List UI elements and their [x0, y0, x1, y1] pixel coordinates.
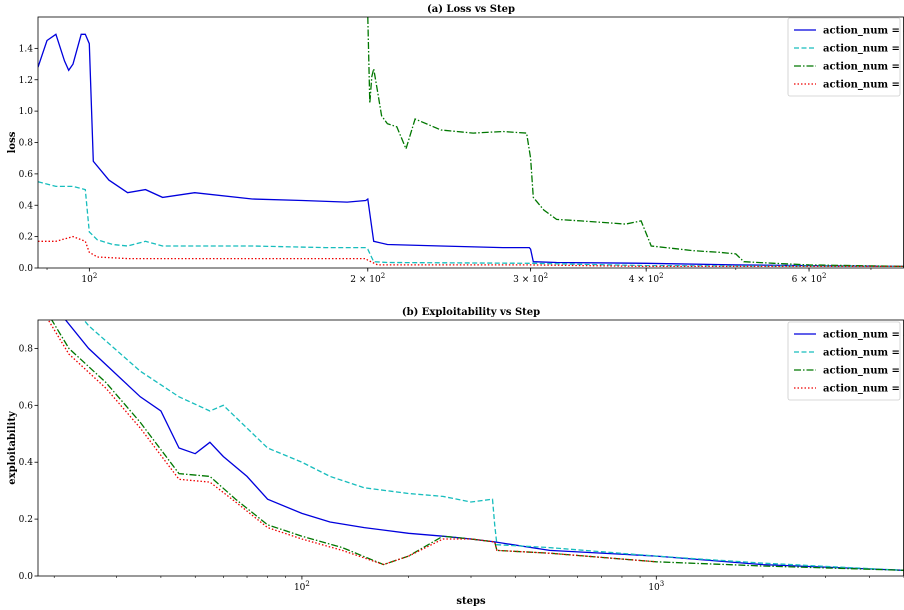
- y-tick-label: 0.2: [19, 233, 33, 243]
- y-tick-label: 1.2: [19, 76, 33, 86]
- y-tick-label: 0.4: [19, 201, 34, 211]
- legend: action_num = 4 action_num = 5 action_num =…: [787, 321, 904, 401]
- series-line-2: [83, 320, 904, 571]
- series-line-4: [38, 235, 904, 268]
- legend-label: action_num = 5: [823, 348, 904, 359]
- legend: action_num = 4 action_num = 5 action_num =…: [787, 17, 904, 97]
- y-tick-label: 0.0: [19, 572, 34, 582]
- y-tick-label: 1.0: [19, 107, 34, 117]
- series-line-4: [47, 320, 657, 566]
- series-line-3: [367, 17, 904, 268]
- y-axis-label: exploitability: [7, 410, 18, 485]
- chart-panel-1: (a) Loss vs Step loss 0.0 0.2 0.4 0.6 0.8 1.0 1.…: [7, 4, 904, 285]
- x-tick-label: 102: [294, 580, 310, 593]
- plot-frame: [37, 319, 904, 577]
- y-tick-label: 0.2: [19, 515, 33, 525]
- y-tick-label: 0.8: [19, 344, 34, 354]
- x-tick-label: 3 × 102: [513, 272, 548, 285]
- legend-label: action_num = 5: [823, 44, 904, 55]
- legend-label: action_num = 6: [823, 366, 904, 377]
- legend-box: [787, 17, 901, 97]
- legend-label: action_num = 7: [823, 80, 904, 91]
- y-tick-label: 1.4: [19, 44, 34, 54]
- legend-label: action_num = 4: [823, 330, 904, 341]
- series-line-1: [64, 320, 904, 571]
- y-tick-label: 0.8: [19, 139, 34, 149]
- x-tick-label: 103: [648, 580, 664, 593]
- y-tick-label: 0.6: [19, 401, 34, 411]
- x-tick-label: 2 × 102: [350, 272, 385, 285]
- y-tick-label: 0.0: [19, 264, 34, 274]
- x-tick-label: 6 × 102: [792, 272, 827, 285]
- legend-box: [787, 321, 901, 401]
- chart-title: (b) Exploitability vs Step: [402, 307, 540, 318]
- y-tick-label: 0.6: [19, 170, 34, 180]
- legend-label: action_num = 6: [823, 62, 904, 73]
- chart-panel-2: (b) Exploitability vs Step exploitability…: [7, 307, 904, 607]
- legend-label: action_num = 4: [823, 26, 904, 37]
- series-line-2: [38, 181, 904, 268]
- series-line-1: [38, 33, 904, 268]
- plot-frame: [37, 16, 904, 269]
- x-axis-label: steps: [456, 596, 486, 607]
- chart-title: (a) Loss vs Step: [427, 4, 515, 15]
- y-axis-label: loss: [7, 131, 18, 153]
- series-line-3: [51, 320, 904, 571]
- y-tick-label: 0.4: [19, 458, 34, 468]
- legend-label: action_num = 7: [823, 384, 904, 395]
- x-tick-label: 102: [81, 272, 97, 285]
- x-tick-label: 4 × 102: [629, 272, 664, 285]
